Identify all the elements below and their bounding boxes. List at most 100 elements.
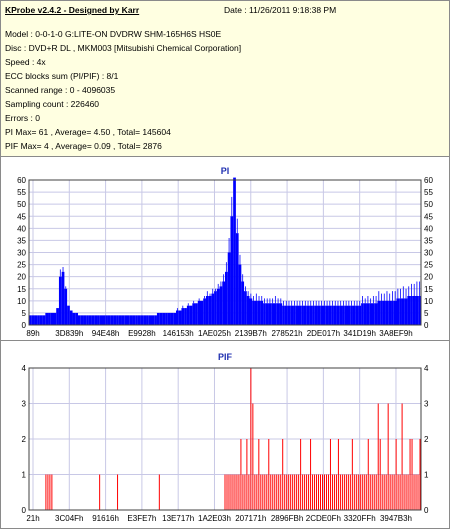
data-bar <box>312 305 315 325</box>
data-bar <box>205 296 209 325</box>
y-tick-label-right: 3 <box>424 400 429 409</box>
data-bar <box>124 315 127 325</box>
data-bar <box>67 305 70 325</box>
data-bar <box>412 296 416 325</box>
data-bar <box>274 303 277 325</box>
plot-frame <box>28 179 422 326</box>
data-bar <box>401 298 405 325</box>
data-bar <box>110 315 114 325</box>
y-tick-label-left: 1 <box>22 471 27 480</box>
data-bar <box>197 300 201 325</box>
data-bar <box>380 300 383 325</box>
data-bar <box>200 300 204 325</box>
chart-title: PIF <box>218 352 233 362</box>
data-bar <box>113 315 117 325</box>
data-bar <box>203 298 206 325</box>
data-bar <box>99 315 103 325</box>
y-tick-label-left: 35 <box>17 236 26 245</box>
data-bar <box>391 300 394 325</box>
y-tick-label-left: 4 <box>22 364 27 373</box>
data-bar <box>173 312 176 325</box>
data-bar <box>325 305 329 325</box>
data-bar <box>53 312 57 325</box>
data-bar <box>347 305 351 325</box>
data-bar <box>301 305 304 325</box>
y-tick-label-left: 0 <box>22 506 27 515</box>
data-bar <box>154 315 157 325</box>
data-bar <box>309 305 313 325</box>
data-bar <box>45 312 49 325</box>
y-tick-label-right: 25 <box>424 261 433 270</box>
info-sampling-count: Sampling count : 226460 <box>5 99 100 109</box>
data-bar <box>159 312 163 325</box>
data-bar <box>352 305 356 325</box>
data-bar <box>249 298 253 325</box>
data-bar <box>195 303 198 325</box>
data-bar <box>407 296 411 325</box>
data-bar <box>331 305 334 325</box>
data-bar <box>31 315 35 325</box>
y-tick-label-right: 15 <box>424 285 433 294</box>
x-tick-label: 21h <box>26 514 39 523</box>
data-bar <box>140 315 144 325</box>
y-tick-label-right: 0 <box>424 506 429 515</box>
data-bar <box>418 296 421 325</box>
data-bar <box>279 303 283 325</box>
data-bar <box>170 312 174 325</box>
data-bar <box>132 315 136 325</box>
data-bar <box>97 315 100 325</box>
data-bar <box>295 305 299 325</box>
data-bar <box>238 264 242 325</box>
data-bar <box>222 281 225 325</box>
data-bar <box>284 305 288 325</box>
data-bar <box>37 315 40 325</box>
info-disc: Disc : DVD+R DL , MKM003 [Mitsubishi Che… <box>5 43 242 53</box>
data-bar <box>56 308 59 325</box>
data-bar <box>246 296 250 325</box>
data-bar <box>374 303 378 325</box>
x-tick-label: 341D19h <box>343 329 375 338</box>
data-bar <box>78 315 81 325</box>
y-tick-label-left: 20 <box>17 273 26 282</box>
data-bar <box>377 300 381 325</box>
data-bar <box>342 305 345 325</box>
y-tick-label-right: 10 <box>424 297 433 306</box>
data-bar <box>61 271 65 325</box>
plot-frame <box>28 367 422 511</box>
data-bar <box>268 303 272 325</box>
data-bar <box>385 300 389 325</box>
x-tick-label: 3A8EF9h <box>379 329 412 338</box>
y-tick-label-right: 4 <box>424 364 429 373</box>
pif-chart: PIF 0 0 1 1 2 2 3 3 4 4 21h 3C04Fh 91616h E3FE7h 13E717… <box>22 352 429 523</box>
x-tick-label: E3FE7h <box>127 514 156 523</box>
data-bar <box>393 300 397 325</box>
data-bar <box>211 293 215 325</box>
x-tick-label: 2DE017h <box>307 329 340 338</box>
data-bar <box>189 305 193 325</box>
y-tick-label-left: 3 <box>22 400 27 409</box>
x-tick-label: 2CDE0Fh <box>306 514 341 523</box>
y-tick-label-right: 5 <box>424 309 429 318</box>
y-tick-label-right: 2 <box>424 435 429 444</box>
data-bar <box>156 312 160 325</box>
info-pif-summary: PIF Max= 4 , Average= 0.09 , Total= 2876 <box>5 141 162 151</box>
data-bar <box>135 315 138 325</box>
data-bar <box>244 291 247 325</box>
data-bar <box>363 303 367 325</box>
data-bar <box>372 303 375 325</box>
y-tick-label-right: 40 <box>424 224 433 233</box>
x-tick-label: 1AE025h <box>198 329 231 338</box>
info-model: Model : 0-0-1-0 G:LITE-ON DVDRW SHM-165H… <box>5 29 222 39</box>
data-bar <box>388 300 392 325</box>
y-tick-label-left: 2 <box>22 435 27 444</box>
y-tick-label-left: 15 <box>17 285 26 294</box>
x-tick-label: 13E717h <box>162 514 194 523</box>
app-title: KProbe v2.4.2 - Designed by Karr <box>5 5 140 15</box>
x-tick-label: 207171h <box>235 514 266 523</box>
data-bar <box>293 305 296 325</box>
y-tick-label-right: 35 <box>424 236 433 245</box>
pi-chart-panel: PI 0 0 5 5 10 10 15 15 20 20 25 25 30 30 35 35 40 40 45 45 50… <box>1 158 449 341</box>
data-bar <box>263 303 266 325</box>
data-bar <box>143 315 147 325</box>
